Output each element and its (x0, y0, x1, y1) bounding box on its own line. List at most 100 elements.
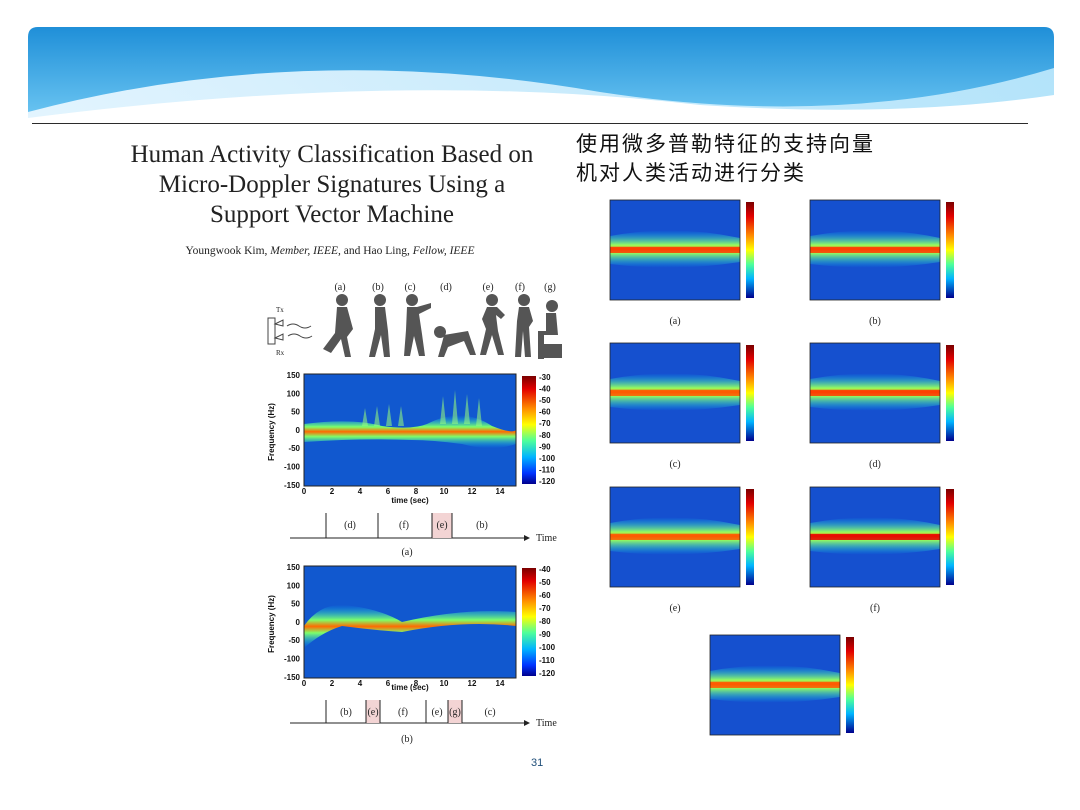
spectrogram-a: -30-40-50-60-70-80-90-100-110-120 150100… (267, 371, 557, 558)
colorbar-tick: -60 (539, 591, 551, 600)
colorbar-a (522, 376, 536, 484)
header-banner (28, 27, 1054, 118)
activity-label: (c) (404, 282, 415, 293)
colorbar-tick: -40 (539, 385, 551, 394)
colorbar-tick: -80 (539, 617, 551, 626)
timeline-label: (e) (367, 707, 378, 718)
y-tick: -100 (284, 655, 301, 664)
colorbar-tick: -70 (539, 604, 551, 613)
grid-caption: (f) (870, 603, 880, 614)
timeline-label: (e) (436, 520, 447, 531)
colorbar-tick: -90 (539, 442, 551, 451)
x-tick: 10 (440, 679, 449, 688)
x-tick: 10 (440, 487, 449, 496)
radar-icon (267, 317, 276, 345)
y-tick: 150 (287, 563, 301, 572)
y-tick: 50 (291, 408, 300, 417)
colorbar-tick: -40 (539, 565, 551, 574)
svg-text:(a): (a) (401, 547, 412, 558)
timeline-label: (g) (449, 707, 461, 718)
colorbar-tick: -80 (539, 431, 551, 440)
timeline-label: (f) (399, 520, 409, 531)
grid-caption: (b) (869, 316, 881, 327)
grid-caption: (c) (669, 459, 680, 470)
paper-title: Human Activity Classification Based on M… (130, 141, 534, 228)
x-tick: 12 (468, 487, 477, 496)
x-tick: 0 (302, 679, 307, 688)
x-tick: 2 (330, 679, 335, 688)
colorbar-tick: -70 (539, 419, 551, 428)
y-tick: 100 (287, 581, 301, 590)
header-rule (32, 123, 1028, 124)
grid-spectrogram (609, 342, 754, 444)
colorbar-tick: -120 (539, 477, 556, 486)
activity-label: (a) (334, 282, 345, 293)
grid-caption: (a) (669, 316, 680, 327)
activity-label: (d) (440, 282, 452, 293)
grid-caption: (e) (669, 603, 680, 614)
x-tick: 14 (496, 679, 505, 688)
grid-spectrogram (809, 199, 954, 301)
y-tick: 100 (287, 389, 301, 398)
colorbar-tick: -60 (539, 408, 551, 417)
grid-spectrogram (809, 342, 954, 444)
chinese-title: 使用微多普勒特征的支持向量 机对人类活动进行分类 (576, 132, 875, 185)
timeline-label: (e) (431, 707, 442, 718)
activity-label: (g) (544, 282, 556, 293)
spectrogram-b: -40-50-60-70-80-90-100-110-120 150100500… (267, 563, 557, 745)
x-tick: 8 (414, 679, 419, 688)
grid-spectrogram (809, 486, 954, 588)
timeline-label: (b) (476, 520, 488, 531)
colorbar-tick: -50 (539, 578, 551, 587)
svg-text:Frequency (Hz): Frequency (Hz) (267, 595, 276, 653)
x-tick: 14 (496, 487, 505, 496)
x-tick: 6 (386, 679, 391, 688)
activity-figure: (a) (b) (c) (d) (e) (f) (g) Tx Rx (267, 282, 562, 359)
colorbar-tick: -30 (539, 373, 551, 382)
y-tick: 0 (296, 426, 301, 435)
x-tick: 4 (358, 679, 363, 688)
y-tick: 50 (291, 600, 300, 609)
grid-spectrogram (709, 634, 854, 736)
activity-label: (e) (482, 282, 493, 293)
y-tick: -150 (284, 673, 301, 682)
y-tick: -50 (288, 636, 300, 645)
human-silhouettes-icon (323, 294, 562, 359)
spectrogram-grid: (a) (b) (c) (d) (e) (f) (609, 199, 954, 736)
y-tick: -100 (284, 463, 301, 472)
y-tick: -150 (284, 481, 301, 490)
grid-caption: (d) (869, 459, 881, 470)
rx-label: Rx (276, 349, 285, 357)
x-tick: 6 (386, 487, 391, 496)
y-tick: 0 (296, 618, 301, 627)
colorbar-tick: -110 (539, 656, 555, 665)
y-tick: 150 (287, 371, 301, 380)
x-tick: 0 (302, 487, 307, 496)
x-tick: 2 (330, 487, 335, 496)
svg-text:(b): (b) (401, 734, 413, 745)
x-tick: 12 (468, 679, 477, 688)
colorbar-tick: -90 (539, 630, 551, 639)
svg-text:time (sec): time (sec) (391, 683, 429, 692)
timeline-label: (b) (340, 707, 352, 718)
grid-spectrogram (609, 486, 754, 588)
colorbar-tick: -100 (539, 643, 556, 652)
svg-text:Time: Time (536, 533, 557, 544)
tx-label: Tx (276, 306, 284, 314)
y-tick: -50 (288, 444, 300, 453)
colorbar-tick: -50 (539, 396, 551, 405)
paper-authors: Youngwook Kim, Member, IEEE, and Hao Lin… (185, 245, 475, 257)
svg-text:Frequency (Hz): Frequency (Hz) (267, 403, 276, 461)
x-tick: 4 (358, 487, 363, 496)
colorbar-tick: -120 (539, 669, 556, 678)
colorbar-b (522, 568, 536, 676)
activity-label: (f) (515, 282, 525, 293)
activity-label: (b) (372, 282, 384, 293)
colorbar-tick: -100 (539, 454, 556, 463)
timeline-label: (f) (398, 707, 408, 718)
colorbar-tick: -110 (539, 465, 555, 474)
svg-text:time (sec): time (sec) (391, 496, 429, 505)
timeline-label: (d) (344, 520, 356, 531)
page-number: 31 (531, 757, 544, 769)
timeline-label: (c) (484, 707, 495, 718)
